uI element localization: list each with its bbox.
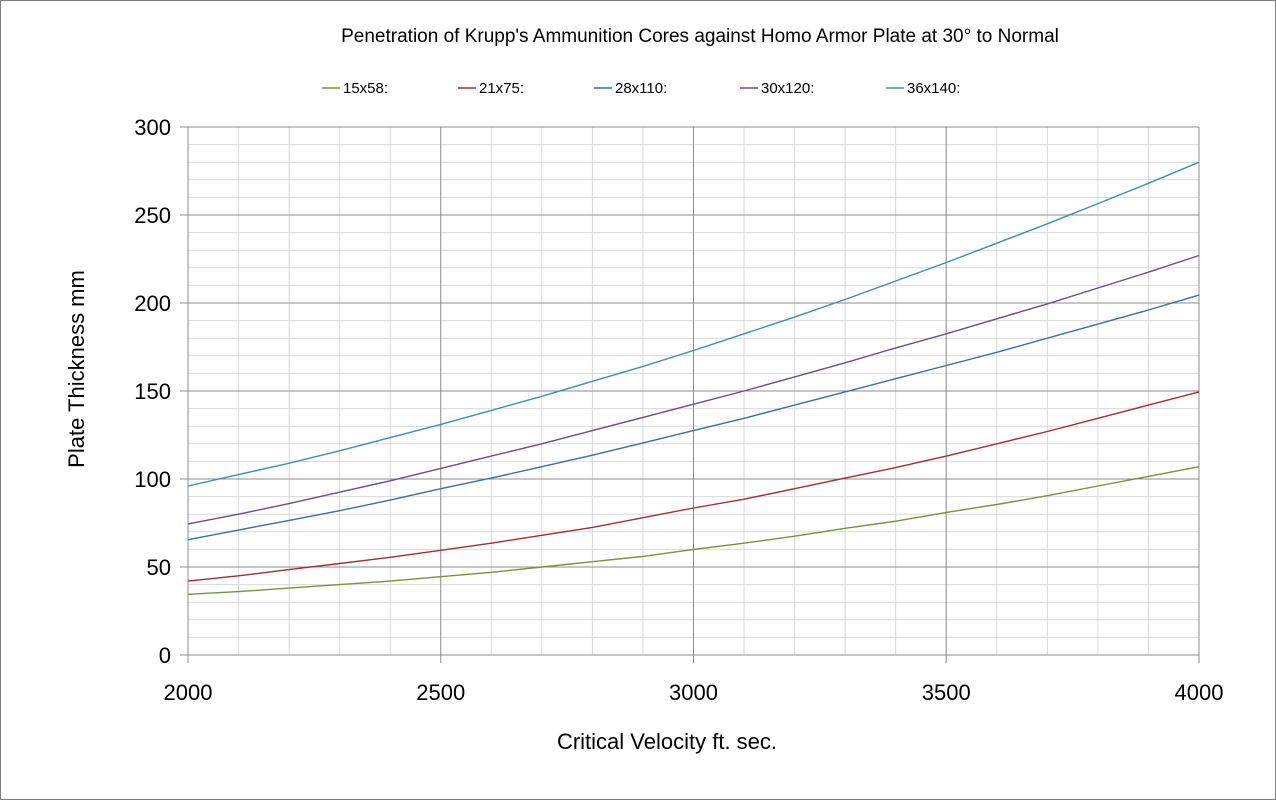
x-tick-label: 4000 [1175,680,1224,705]
y-tick-label: 250 [134,203,171,228]
y-tick-label: 200 [134,291,171,316]
series-line [187,466,1200,595]
legend-label: 28x110: [615,80,667,97]
x-tick-label: 3500 [922,680,971,705]
x-axis-label: Critical Velocity ft. sec. [557,729,777,754]
y-tick-label: 300 [134,115,171,140]
legend-label: 21x75: [479,80,524,97]
y-tick-label: 100 [134,467,171,492]
x-tick-label: 2000 [164,680,213,705]
y-tick-label: 0 [159,643,171,668]
x-axis-ticks: 2000 2500 3000 3500 4000 [164,680,1224,705]
legend: 15x58: 21x75: 28x110: 30x120: 36x140: [322,80,960,97]
major-gridlines [180,126,1200,663]
y-tick-label: 50 [147,555,171,580]
series-line [187,294,1200,541]
series-line [187,391,1200,582]
x-tick-label: 3000 [669,680,718,705]
chart-title: Penetration of Krupp's Ammunition Cores … [341,26,1059,47]
legend-label: 30x120: [761,80,814,97]
legend-label: 15x58: [343,80,388,97]
legend-label: 36x140: [907,80,960,97]
y-tick-label: 150 [134,379,171,404]
series-line [187,254,1200,525]
series-lines [187,161,1200,595]
x-tick-label: 2500 [416,680,465,705]
y-axis-label: Plate Thickness mm [64,270,89,468]
series-line [187,161,1200,487]
y-axis-ticks: 0 50 100 150 200 250 300 [134,115,171,668]
